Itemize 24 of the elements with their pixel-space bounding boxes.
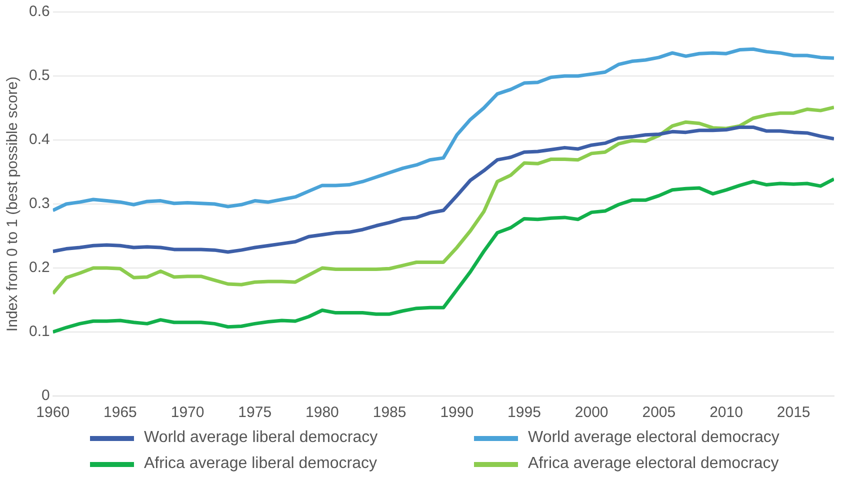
- legend-label: Africa average electoral democracy: [528, 455, 779, 473]
- x-tick-label: 1985: [372, 404, 406, 422]
- x-tick-label: 1980: [306, 404, 339, 422]
- x-tick-label: 1995: [508, 404, 541, 422]
- x-tick-label: 1965: [104, 404, 137, 422]
- y-axis-title: Index from 0 to 1 (best possible score): [4, 76, 22, 332]
- x-tick-label: 1970: [170, 404, 204, 422]
- y-tick-label: 0.5: [28, 67, 50, 84]
- y-tick-label: 0.1: [28, 323, 50, 340]
- y-tick-label: 0.3: [28, 195, 50, 212]
- legend-label: World average liberal democracy: [144, 429, 378, 447]
- x-tick-label: 2015: [776, 404, 810, 422]
- y-tick-label: 0.6: [28, 3, 50, 20]
- x-tick-label: 2000: [574, 404, 608, 422]
- x-tick-label: 2005: [642, 404, 676, 422]
- x-tick-label: 2010: [710, 404, 743, 422]
- y-tick-label: 0: [42, 387, 50, 404]
- y-tick-label: 0.2: [28, 259, 50, 276]
- legend-label: World average electoral democracy: [528, 429, 780, 447]
- x-tick-label: 1975: [238, 404, 272, 422]
- x-tick-label: 1960: [36, 404, 70, 422]
- x-tick-label: 1990: [440, 404, 474, 422]
- legend-label: Africa average liberal democracy: [144, 455, 377, 473]
- y-tick-label: 0.4: [28, 131, 50, 148]
